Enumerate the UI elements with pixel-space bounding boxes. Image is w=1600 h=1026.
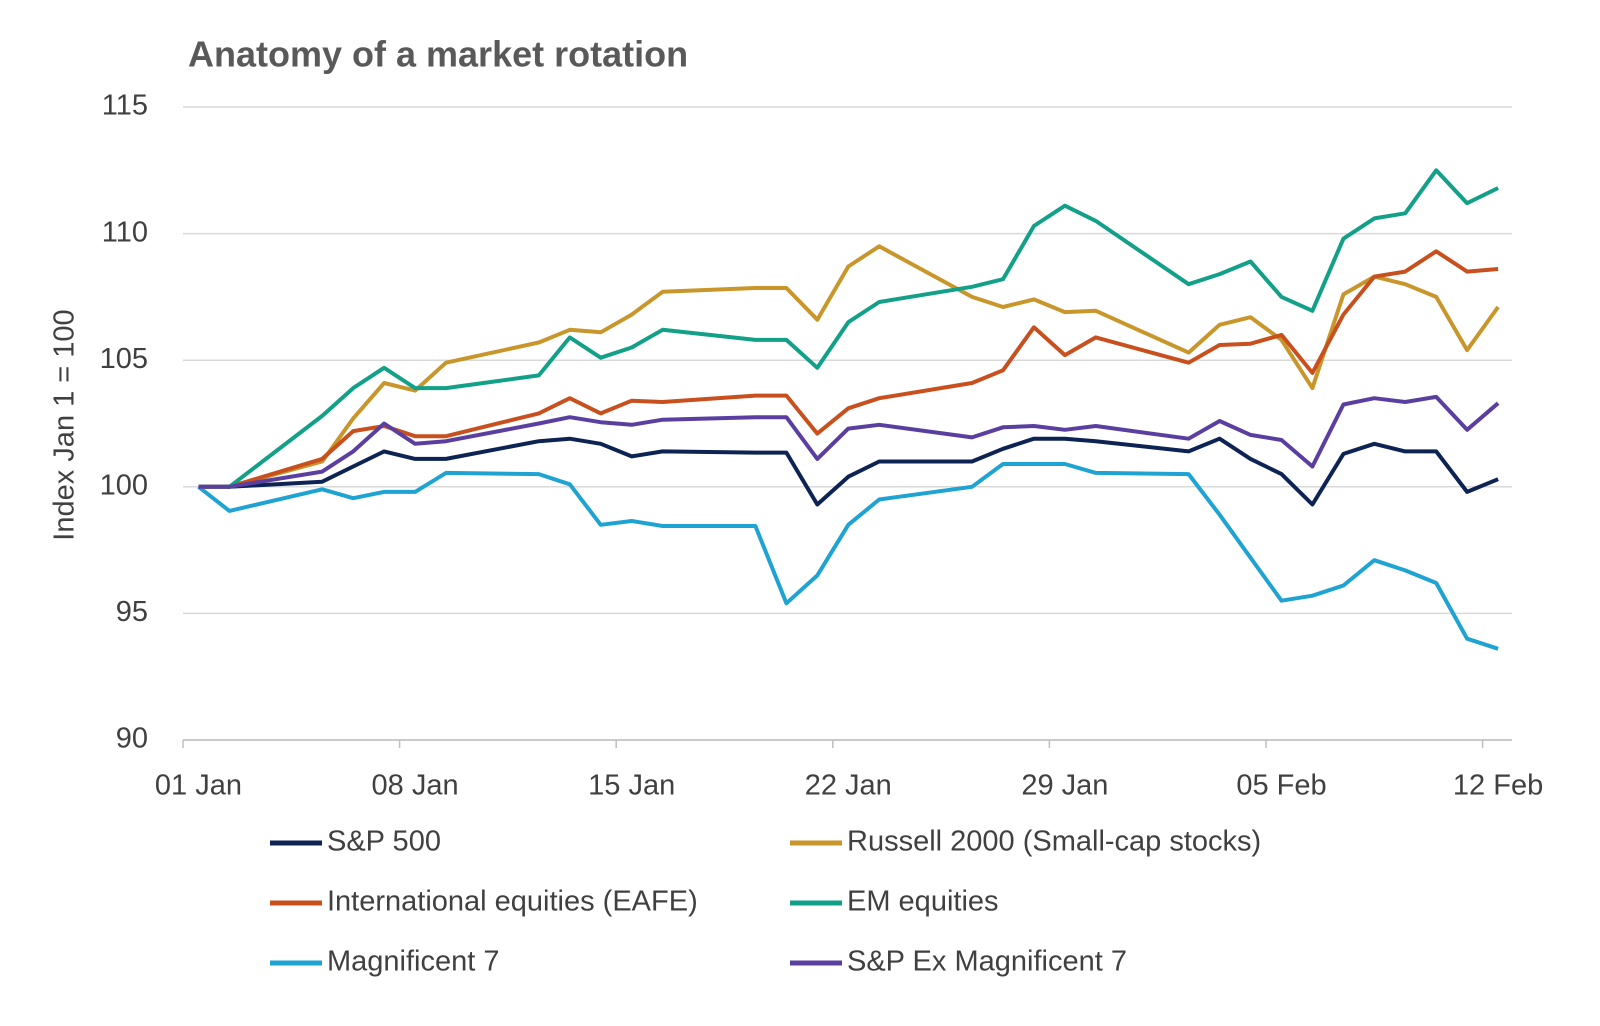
- y-tick-label: 95: [116, 596, 148, 628]
- series-line: [198, 168, 1499, 489]
- legend-label: S&P Ex Magnificent 7: [847, 946, 1127, 978]
- series-line: [198, 244, 1500, 489]
- x-tick-label: 08 Jan: [372, 770, 459, 802]
- series-line: [198, 249, 1499, 489]
- y-tick-label: 100: [100, 469, 148, 501]
- x-tick-label: 12 Feb: [1453, 770, 1543, 802]
- legend-label: Russell 2000 (Small-cap stocks): [847, 826, 1261, 858]
- y-axis-label: Index Jan 1 = 100: [49, 309, 81, 540]
- legend-label: International equities (EAFE): [327, 886, 698, 918]
- x-tick-label: 05 Feb: [1236, 770, 1326, 802]
- y-tick-label: 115: [102, 90, 148, 122]
- legend-label: S&P 500: [327, 826, 441, 858]
- legend-label: EM equities: [847, 886, 999, 918]
- x-tick-label: 01 Jan: [155, 770, 242, 802]
- x-tick-label: 29 Jan: [1021, 770, 1108, 802]
- chart-title: Anatomy of a market rotation: [188, 34, 688, 75]
- x-tick-label: 15 Jan: [588, 770, 675, 802]
- series-line: [198, 394, 1500, 489]
- y-tick-label: 90: [116, 723, 148, 755]
- series-line: [197, 462, 1499, 651]
- y-tick-label: 105: [100, 343, 148, 375]
- series-line: [198, 436, 1499, 507]
- y-tick-label: 110: [102, 216, 148, 248]
- legend-label: Magnificent 7: [327, 946, 500, 978]
- x-tick-label: 22 Jan: [805, 770, 892, 802]
